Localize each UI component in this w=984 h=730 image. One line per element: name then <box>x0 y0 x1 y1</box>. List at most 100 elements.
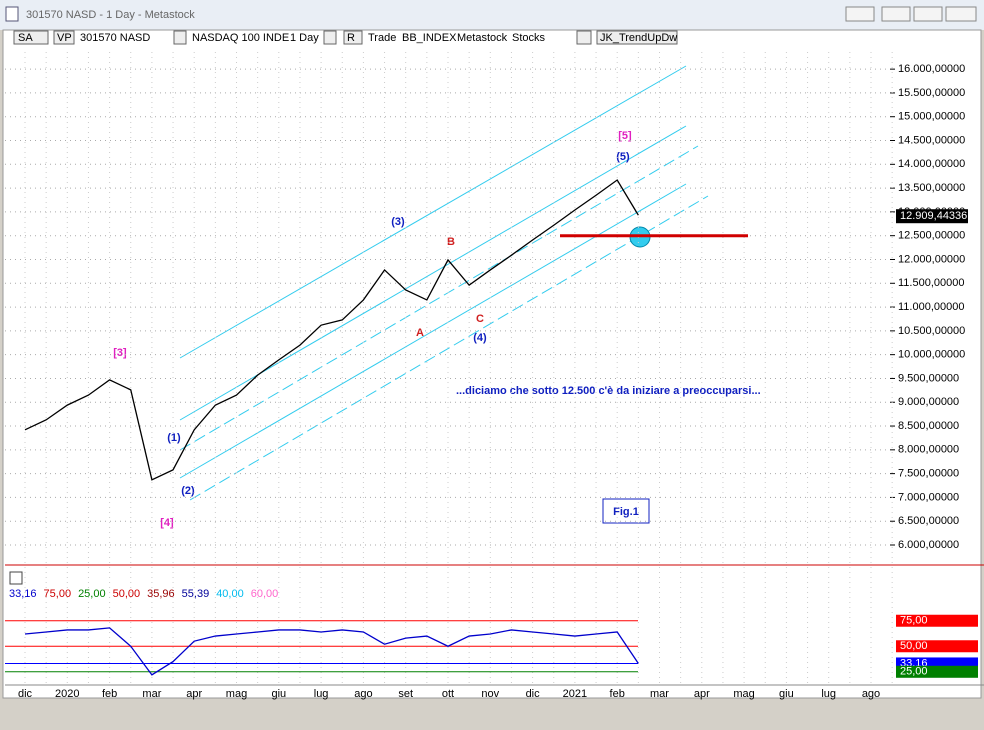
x-tick-label: 2021 <box>563 688 587 700</box>
y-tick-label: 9.000,00000 <box>898 396 959 408</box>
y-tick-label: 9.500,00000 <box>898 372 959 384</box>
wave-label: (2) <box>181 485 195 497</box>
figure-label: Fig.1 <box>613 506 639 518</box>
comment: ...diciamo che sotto 12.500 c'è da inizi… <box>456 385 761 397</box>
y-tick-label: 13.500,00000 <box>898 182 965 194</box>
toolbar-item: BB_INDEX <box>402 32 457 44</box>
toolbar-item: Stocks <box>512 32 546 44</box>
x-tick-label: feb <box>102 688 117 700</box>
readout: 40,00 <box>216 588 244 600</box>
dropdown[interactable] <box>323 30 337 45</box>
readout: 35,96 <box>147 588 175 600</box>
toolbar-item: Metastock <box>457 32 508 44</box>
readout: 50,00 <box>113 588 141 600</box>
y-tick-label: 15.500,00000 <box>898 87 965 99</box>
wave-label: (3) <box>391 216 405 228</box>
sa-button[interactable] <box>13 30 49 45</box>
toolbar-item: Trade <box>368 32 396 44</box>
x-tick-label: dic <box>526 688 541 700</box>
x-tick-label: dic <box>18 688 33 700</box>
close-button[interactable] <box>945 6 977 22</box>
y-tick-label: 6.000,00000 <box>898 539 959 551</box>
y-tick-label: 12.500,00000 <box>898 230 965 242</box>
x-tick-label: ago <box>354 688 372 700</box>
y-tick-label: 10.500,00000 <box>898 325 965 337</box>
x-tick-label: mar <box>650 688 669 700</box>
wave-label: [5] <box>618 130 632 142</box>
dropdown[interactable] <box>173 30 187 45</box>
level-label: 25,00 <box>900 666 928 678</box>
figure-box <box>602 498 650 524</box>
y-tick-label: 14.500,00000 <box>898 134 965 146</box>
toolbar-item[interactable]: SA <box>18 32 33 44</box>
level-tag <box>896 640 978 653</box>
indicator-tag[interactable] <box>596 30 678 45</box>
toolbar-item: 1 Day <box>290 32 319 44</box>
y-tick-label: 14.000,00000 <box>898 158 965 170</box>
readout: 60,00 <box>251 588 279 600</box>
wave-label: (4) <box>473 332 487 344</box>
y-tick-label: 6.500,00000 <box>898 515 959 527</box>
y-tick-label: 7.500,00000 <box>898 468 959 480</box>
toolbar-item: NASDAQ 100 INDE <box>192 32 289 44</box>
x-tick-label: ago <box>862 688 880 700</box>
x-tick-label: ott <box>442 688 454 700</box>
level-label: 75,00 <box>900 615 928 627</box>
indicator-line <box>24 627 639 676</box>
maximize-button[interactable] <box>913 6 943 22</box>
wave-label: [3] <box>113 347 127 359</box>
x-tick-label: lug <box>314 688 329 700</box>
r-button[interactable] <box>343 30 363 45</box>
restore-button[interactable] <box>845 6 875 22</box>
x-tick-label: apr <box>694 688 710 700</box>
vp-button[interactable] <box>53 30 75 45</box>
panel-close[interactable] <box>9 571 23 585</box>
close-toolbar[interactable] <box>576 30 592 45</box>
toolbar-item[interactable]: VP <box>57 32 72 44</box>
y-tick-label: 11.500,00000 <box>898 277 964 289</box>
last-price-label: 12.909,44336 <box>900 210 967 222</box>
x-tick-label: lug <box>821 688 836 700</box>
price-line <box>24 179 639 481</box>
y-tick-label: 12.000,00000 <box>898 253 965 265</box>
y-tick-label: 8.000,00000 <box>898 444 959 456</box>
x-tick-label: 2020 <box>55 688 79 700</box>
chart-area <box>2 29 982 699</box>
x-tick-label: feb <box>610 688 625 700</box>
y-tick-label: 11.000,00000 <box>898 301 964 313</box>
level-tag <box>896 614 978 627</box>
toolbar-item: 301570 NASD <box>80 32 150 44</box>
wave-label: B <box>447 236 455 248</box>
y-tick-label: 7.000,00000 <box>898 491 959 503</box>
wave-label: A <box>416 327 424 339</box>
level-label: 50,00 <box>900 640 928 652</box>
y-tick-label: 16.000,00000 <box>898 63 965 75</box>
last-price-tag <box>896 209 968 224</box>
y-tick-label: 8.500,00000 <box>898 420 959 432</box>
minimize-button[interactable] <box>881 6 911 22</box>
readout: 55,39 <box>182 588 210 600</box>
x-tick-label: giu <box>271 688 286 700</box>
title-bar <box>0 0 984 30</box>
wave-label: C <box>476 313 484 325</box>
window-title: 301570 NASD - 1 Day - Metastock <box>26 9 195 21</box>
toolbar-item[interactable]: R <box>347 32 355 44</box>
wave-label: (1) <box>167 432 181 444</box>
wave-label: [4] <box>160 517 174 529</box>
x-tick-label: set <box>398 688 413 700</box>
level-tag <box>896 665 978 678</box>
readout: 25,00 <box>78 588 106 600</box>
plot: 6.000,00000 6.500,00000 7.000,00000 7.500,0… <box>5 52 978 700</box>
x-tick-label: apr <box>186 688 202 700</box>
wave-labels: [3] [4] [5] (1) (2) (3) (4) (5) A B C <box>113 130 632 529</box>
window-buttons[interactable] <box>845 6 977 22</box>
readout: 33,16 <box>9 588 37 600</box>
x-tick-label: giu <box>779 688 794 700</box>
x-tick-label: mag <box>226 688 247 700</box>
y-tick-label: 10.000,00000 <box>898 349 965 361</box>
toolbar-item[interactable]: JK_TrendUpDw <box>600 32 677 44</box>
app-icon <box>5 6 19 22</box>
x-tick-label: nov <box>481 688 499 700</box>
readout: 75,00 <box>44 588 72 600</box>
